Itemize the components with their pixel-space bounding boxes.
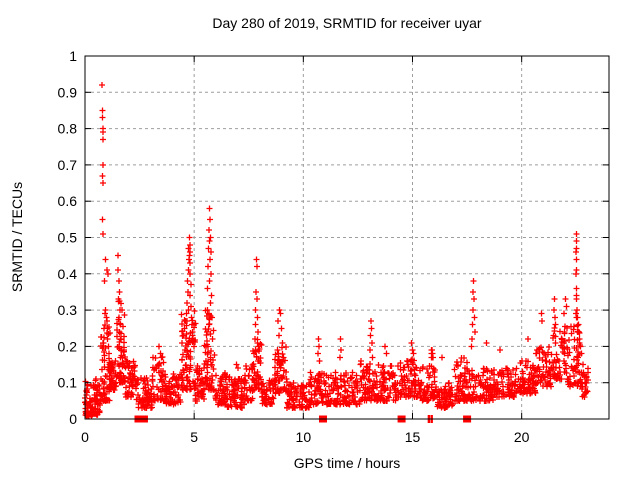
data-points bbox=[82, 82, 591, 419]
y-tick-label: 0.6 bbox=[58, 193, 78, 209]
y-tick-label: 0.8 bbox=[58, 121, 78, 137]
x-tick-label: 15 bbox=[405, 429, 421, 445]
y-tick-label: 1 bbox=[69, 48, 77, 64]
y-tick-label: 0.2 bbox=[58, 338, 78, 354]
x-tick-label: 0 bbox=[81, 429, 89, 445]
y-tick-label: 0.1 bbox=[58, 375, 78, 391]
x-tick-label: 5 bbox=[190, 429, 198, 445]
y-tick-label: 0.3 bbox=[58, 302, 78, 318]
y-tick-label: 0.7 bbox=[58, 157, 78, 173]
y-tick-label: 0 bbox=[69, 411, 77, 427]
x-tick-label: 20 bbox=[514, 429, 530, 445]
chart-title: Day 280 of 2019, SRMTID for receiver uya… bbox=[212, 15, 482, 31]
y-tick-label: 0.9 bbox=[58, 84, 78, 100]
y-tick-label: 0.4 bbox=[58, 266, 78, 282]
tick-label-layer: 0 5 10 15 20 0 0.1 0.2 0.3 0.4 0.5 0.6 0.7 0.8 0.9 1 bbox=[58, 48, 530, 445]
x-axis-label: GPS time / hours bbox=[294, 455, 401, 471]
tick-layer bbox=[84, 55, 609, 420]
x-tick-label: 10 bbox=[296, 429, 312, 445]
data-layer bbox=[82, 82, 591, 423]
y-tick-label: 0.5 bbox=[58, 230, 78, 246]
y-axis-label: SRMTID / TECUs bbox=[9, 182, 25, 292]
